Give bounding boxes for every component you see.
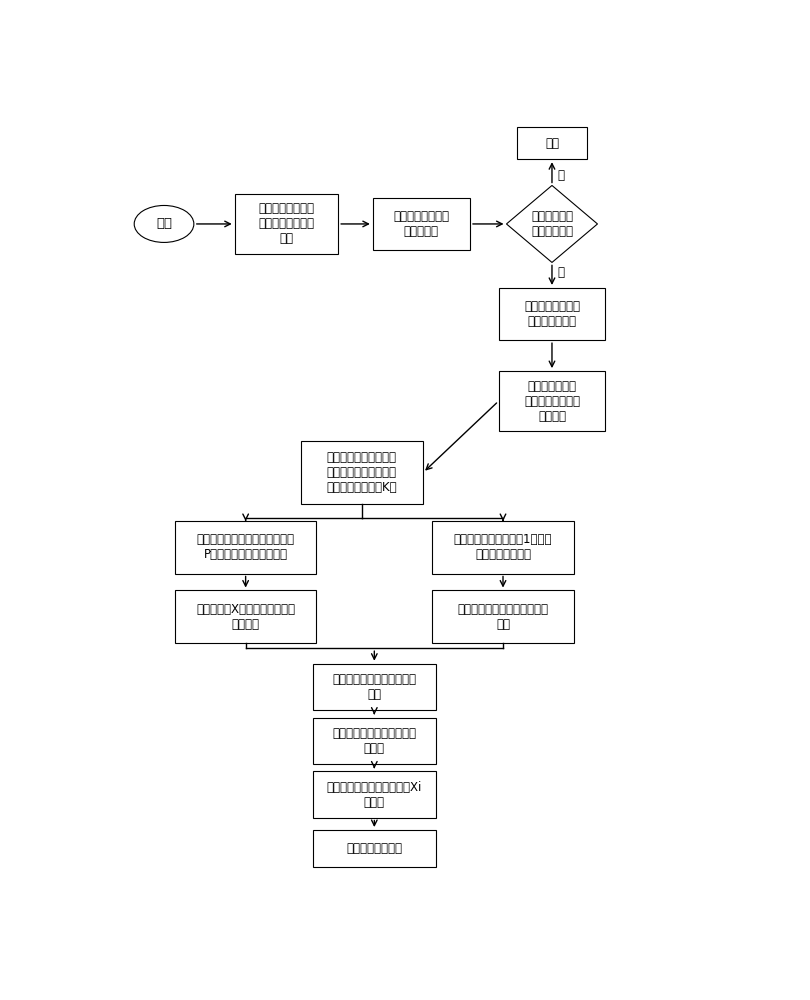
FancyBboxPatch shape — [499, 371, 605, 431]
FancyBboxPatch shape — [313, 771, 436, 818]
Text: 得出聚类融合结果: 得出聚类融合结果 — [347, 842, 403, 855]
Text: 由参考序列集作为参考标准得到
P个聚类成员作为条件属性: 由参考序列集作为参考标准得到 P个聚类成员作为条件属性 — [197, 533, 295, 561]
Text: 根据粗糙集理论构建系统决
策表: 根据粗糙集理论构建系统决 策表 — [332, 673, 416, 701]
FancyBboxPatch shape — [301, 441, 423, 504]
Ellipse shape — [134, 205, 194, 242]
FancyBboxPatch shape — [175, 521, 316, 574]
FancyBboxPatch shape — [313, 830, 436, 867]
Text: 否: 否 — [557, 266, 564, 279]
Text: 采用概率方式计算每个对象Xi
所属类: 采用概率方式计算每个对象Xi 所属类 — [326, 781, 422, 809]
Text: 从数据集对象中提
取最优参考标准: 从数据集对象中提 取最优参考标准 — [524, 300, 580, 328]
FancyBboxPatch shape — [175, 590, 316, 643]
FancyBboxPatch shape — [499, 288, 605, 340]
FancyBboxPatch shape — [433, 521, 573, 574]
Text: 根据不同参考标
准，分别对数据进
行归一化: 根据不同参考标 准，分别对数据进 行归一化 — [524, 380, 580, 423]
FancyBboxPatch shape — [313, 718, 436, 764]
FancyBboxPatch shape — [433, 590, 573, 643]
Text: 过滤数据中的异常
点或孤立点: 过滤数据中的异常 点或孤立点 — [394, 210, 450, 238]
Text: 提取数据域X在每个条件聚类成
员中类别: 提取数据域X在每个条件聚类成 员中类别 — [196, 603, 295, 631]
FancyBboxPatch shape — [518, 127, 586, 159]
Text: 是: 是 — [557, 169, 564, 182]
FancyBboxPatch shape — [373, 198, 470, 250]
Text: 由最优参考标准得到的1个聚类
成员作为决策属性: 由最优参考标准得到的1个聚类 成员作为决策属性 — [454, 533, 552, 561]
Text: 删除: 删除 — [545, 137, 559, 150]
Text: 计算灰色关联相似阵，
并对数据进行灰关联聚
类，将数据划分为K类: 计算灰色关联相似阵， 并对数据进行灰关联聚 类，将数据划分为K类 — [326, 451, 397, 494]
FancyBboxPatch shape — [313, 664, 436, 710]
Text: 相邻数据对象
超过设定阈値: 相邻数据对象 超过设定阈値 — [531, 210, 573, 238]
Polygon shape — [506, 185, 598, 262]
Text: 开始: 开始 — [156, 217, 172, 230]
FancyBboxPatch shape — [235, 194, 339, 254]
Text: 多属性数据进行预
处理，转化成矩阵
格式: 多属性数据进行预 处理，转化成矩阵 格式 — [258, 202, 314, 245]
Text: 提取数据在决策聚类成员中的
类别: 提取数据在决策聚类成员中的 类别 — [458, 603, 548, 631]
Text: 计算信息燵，得到各聚类成
员权重: 计算信息燵，得到各聚类成 员权重 — [332, 727, 416, 755]
